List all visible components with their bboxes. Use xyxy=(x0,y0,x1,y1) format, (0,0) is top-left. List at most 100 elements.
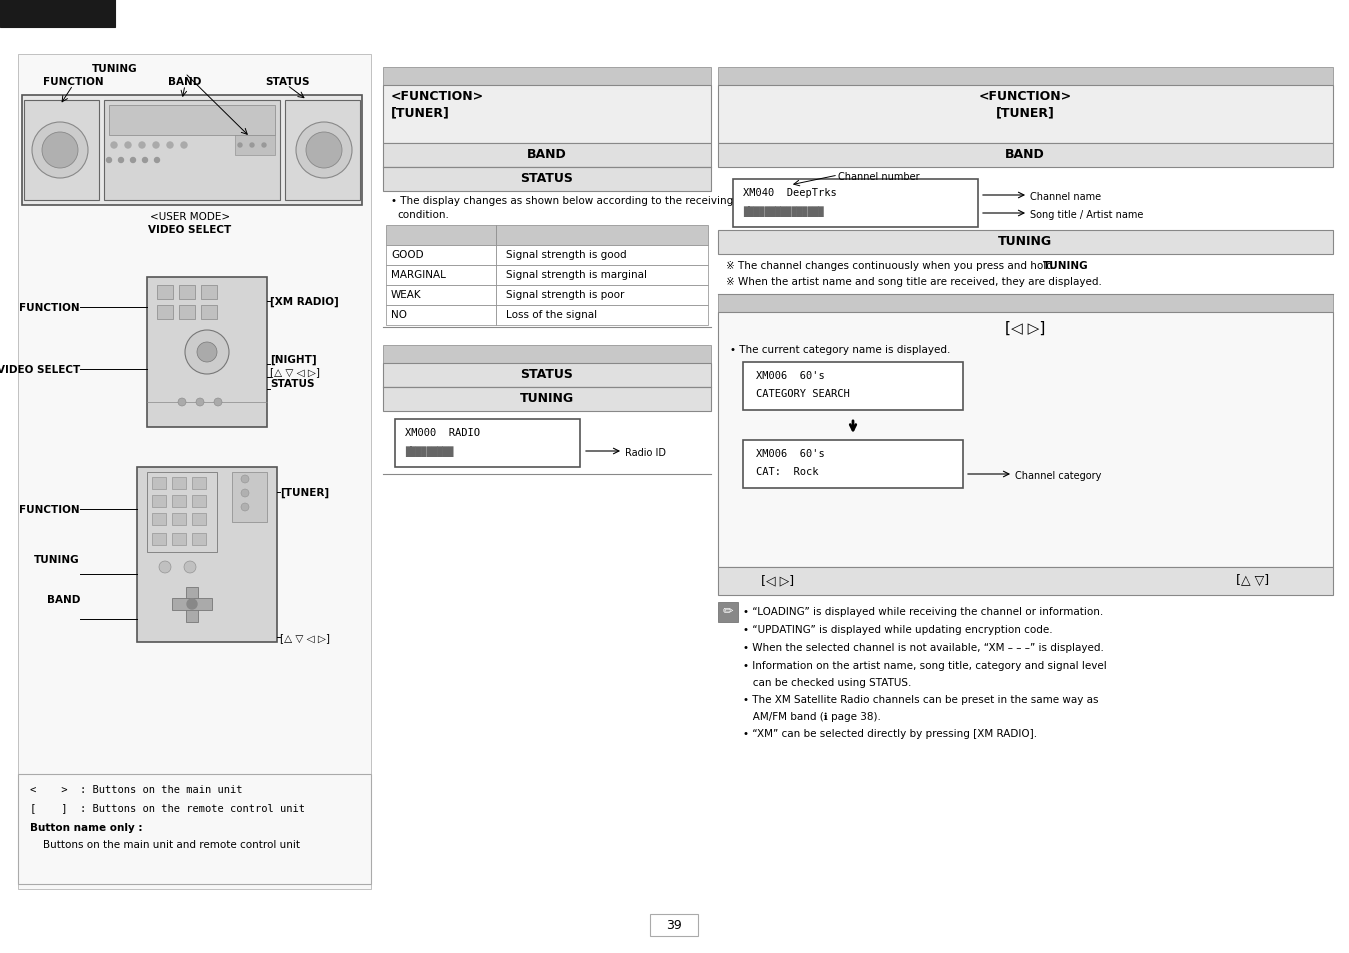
Circle shape xyxy=(125,143,131,149)
Text: CAT:  Rock: CAT: Rock xyxy=(755,467,819,476)
Text: Channel category: Channel category xyxy=(1014,471,1101,480)
Text: Signal strength is poor: Signal strength is poor xyxy=(506,290,625,299)
Text: VIDEO SELECT: VIDEO SELECT xyxy=(148,225,232,234)
Bar xyxy=(383,388,711,412)
Bar xyxy=(235,136,275,156)
Text: Signal strength is marginal: Signal strength is marginal xyxy=(506,270,648,280)
Circle shape xyxy=(107,158,112,163)
Bar xyxy=(173,496,186,507)
Bar xyxy=(201,306,217,319)
Text: • “LOADING” is displayed while receiving the channel or information.: • “LOADING” is displayed while receiving… xyxy=(743,606,1103,617)
Text: [△ ▽ ◁ ▷]: [△ ▽ ◁ ▷] xyxy=(281,633,331,642)
Text: Channel name: Channel name xyxy=(1031,192,1101,202)
Text: [△ ▽]: [△ ▽] xyxy=(1237,574,1269,586)
Bar xyxy=(650,914,697,936)
Circle shape xyxy=(152,143,159,149)
Text: <USER MODE>: <USER MODE> xyxy=(150,212,231,222)
Bar xyxy=(147,473,217,553)
Bar xyxy=(201,286,217,299)
Bar xyxy=(496,266,708,286)
Bar xyxy=(173,534,186,545)
Text: TUNING: TUNING xyxy=(998,234,1052,248)
Circle shape xyxy=(111,143,117,149)
Bar xyxy=(24,101,98,201)
Bar xyxy=(192,477,206,490)
Bar xyxy=(718,86,1333,144)
Circle shape xyxy=(155,158,159,163)
Text: BAND: BAND xyxy=(1005,148,1045,161)
Text: NO: NO xyxy=(391,310,407,319)
Circle shape xyxy=(167,143,173,149)
Bar xyxy=(386,226,496,246)
Bar xyxy=(147,277,267,428)
Bar xyxy=(383,86,711,144)
Bar xyxy=(496,226,708,246)
Bar xyxy=(22,96,362,206)
Bar xyxy=(152,496,166,507)
Text: TUNING: TUNING xyxy=(92,64,138,74)
Bar xyxy=(383,168,711,192)
Text: CATEGORY SEARCH: CATEGORY SEARCH xyxy=(755,389,850,398)
Bar xyxy=(718,567,1333,596)
Bar xyxy=(285,101,360,201)
Circle shape xyxy=(183,561,196,574)
Text: • “UPDATING” is displayed while updating encryption code.: • “UPDATING” is displayed while updating… xyxy=(743,624,1052,635)
Text: • When the selected channel is not available, “XM – – –” is displayed.: • When the selected channel is not avail… xyxy=(743,642,1103,652)
Text: [TUNER]: [TUNER] xyxy=(996,106,1055,119)
Bar xyxy=(179,286,196,299)
Bar xyxy=(718,231,1333,254)
Bar xyxy=(186,587,198,622)
Text: MARGINAL: MARGINAL xyxy=(391,270,447,280)
Circle shape xyxy=(214,398,223,407)
Bar xyxy=(718,68,1333,86)
Text: XM000  RADIO: XM000 RADIO xyxy=(405,428,480,437)
Bar xyxy=(156,286,173,299)
Bar xyxy=(743,440,963,489)
Circle shape xyxy=(237,144,241,148)
Circle shape xyxy=(250,144,254,148)
Text: [◁ ▷]: [◁ ▷] xyxy=(761,574,795,586)
Bar xyxy=(733,180,978,228)
Bar xyxy=(0,0,115,28)
Circle shape xyxy=(241,503,250,512)
Bar xyxy=(104,101,281,201)
Text: Signal strength is good: Signal strength is good xyxy=(506,250,627,260)
Text: BAND: BAND xyxy=(169,77,202,87)
Circle shape xyxy=(119,158,124,163)
Text: STATUS: STATUS xyxy=(270,378,314,389)
Circle shape xyxy=(181,143,188,149)
Circle shape xyxy=(306,132,343,169)
Bar xyxy=(718,144,1333,168)
Bar xyxy=(179,306,196,319)
Bar xyxy=(192,514,206,525)
Text: [◁ ▷]: [◁ ▷] xyxy=(1005,320,1045,335)
Bar xyxy=(496,286,708,306)
Bar xyxy=(192,534,206,545)
Text: ███████████████: ███████████████ xyxy=(743,206,824,216)
Bar xyxy=(18,55,371,889)
Bar xyxy=(18,774,371,884)
Bar xyxy=(138,468,277,642)
Text: • “XM” can be selected directly by pressing [XM RADIO].: • “XM” can be selected directly by press… xyxy=(743,728,1037,739)
Text: AM/FM band (ℹ︎ page 38).: AM/FM band (ℹ︎ page 38). xyxy=(743,711,881,721)
Text: TUNING: TUNING xyxy=(1043,261,1089,271)
Circle shape xyxy=(262,144,266,148)
Text: • The current category name is displayed.: • The current category name is displayed… xyxy=(730,345,951,355)
Text: [TUNER]: [TUNER] xyxy=(391,106,449,119)
Bar xyxy=(386,246,496,266)
Text: ※ When the artist name and song title are received, they are displayed.: ※ When the artist name and song title ar… xyxy=(726,276,1102,287)
Bar xyxy=(383,144,711,168)
Circle shape xyxy=(131,158,135,163)
Circle shape xyxy=(197,343,217,363)
Text: <FUNCTION>: <FUNCTION> xyxy=(391,90,484,103)
Bar xyxy=(386,306,496,326)
Circle shape xyxy=(42,132,78,169)
Text: XM040  DeepTrks: XM040 DeepTrks xyxy=(743,188,836,198)
Text: WEAK: WEAK xyxy=(391,290,422,299)
Text: Channel number: Channel number xyxy=(838,172,920,182)
Bar xyxy=(156,306,173,319)
Circle shape xyxy=(241,490,250,497)
Text: <    >  : Buttons on the main unit: < > : Buttons on the main unit xyxy=(30,784,243,794)
Text: [XM RADIO]: [XM RADIO] xyxy=(270,296,339,307)
Bar xyxy=(718,602,738,622)
